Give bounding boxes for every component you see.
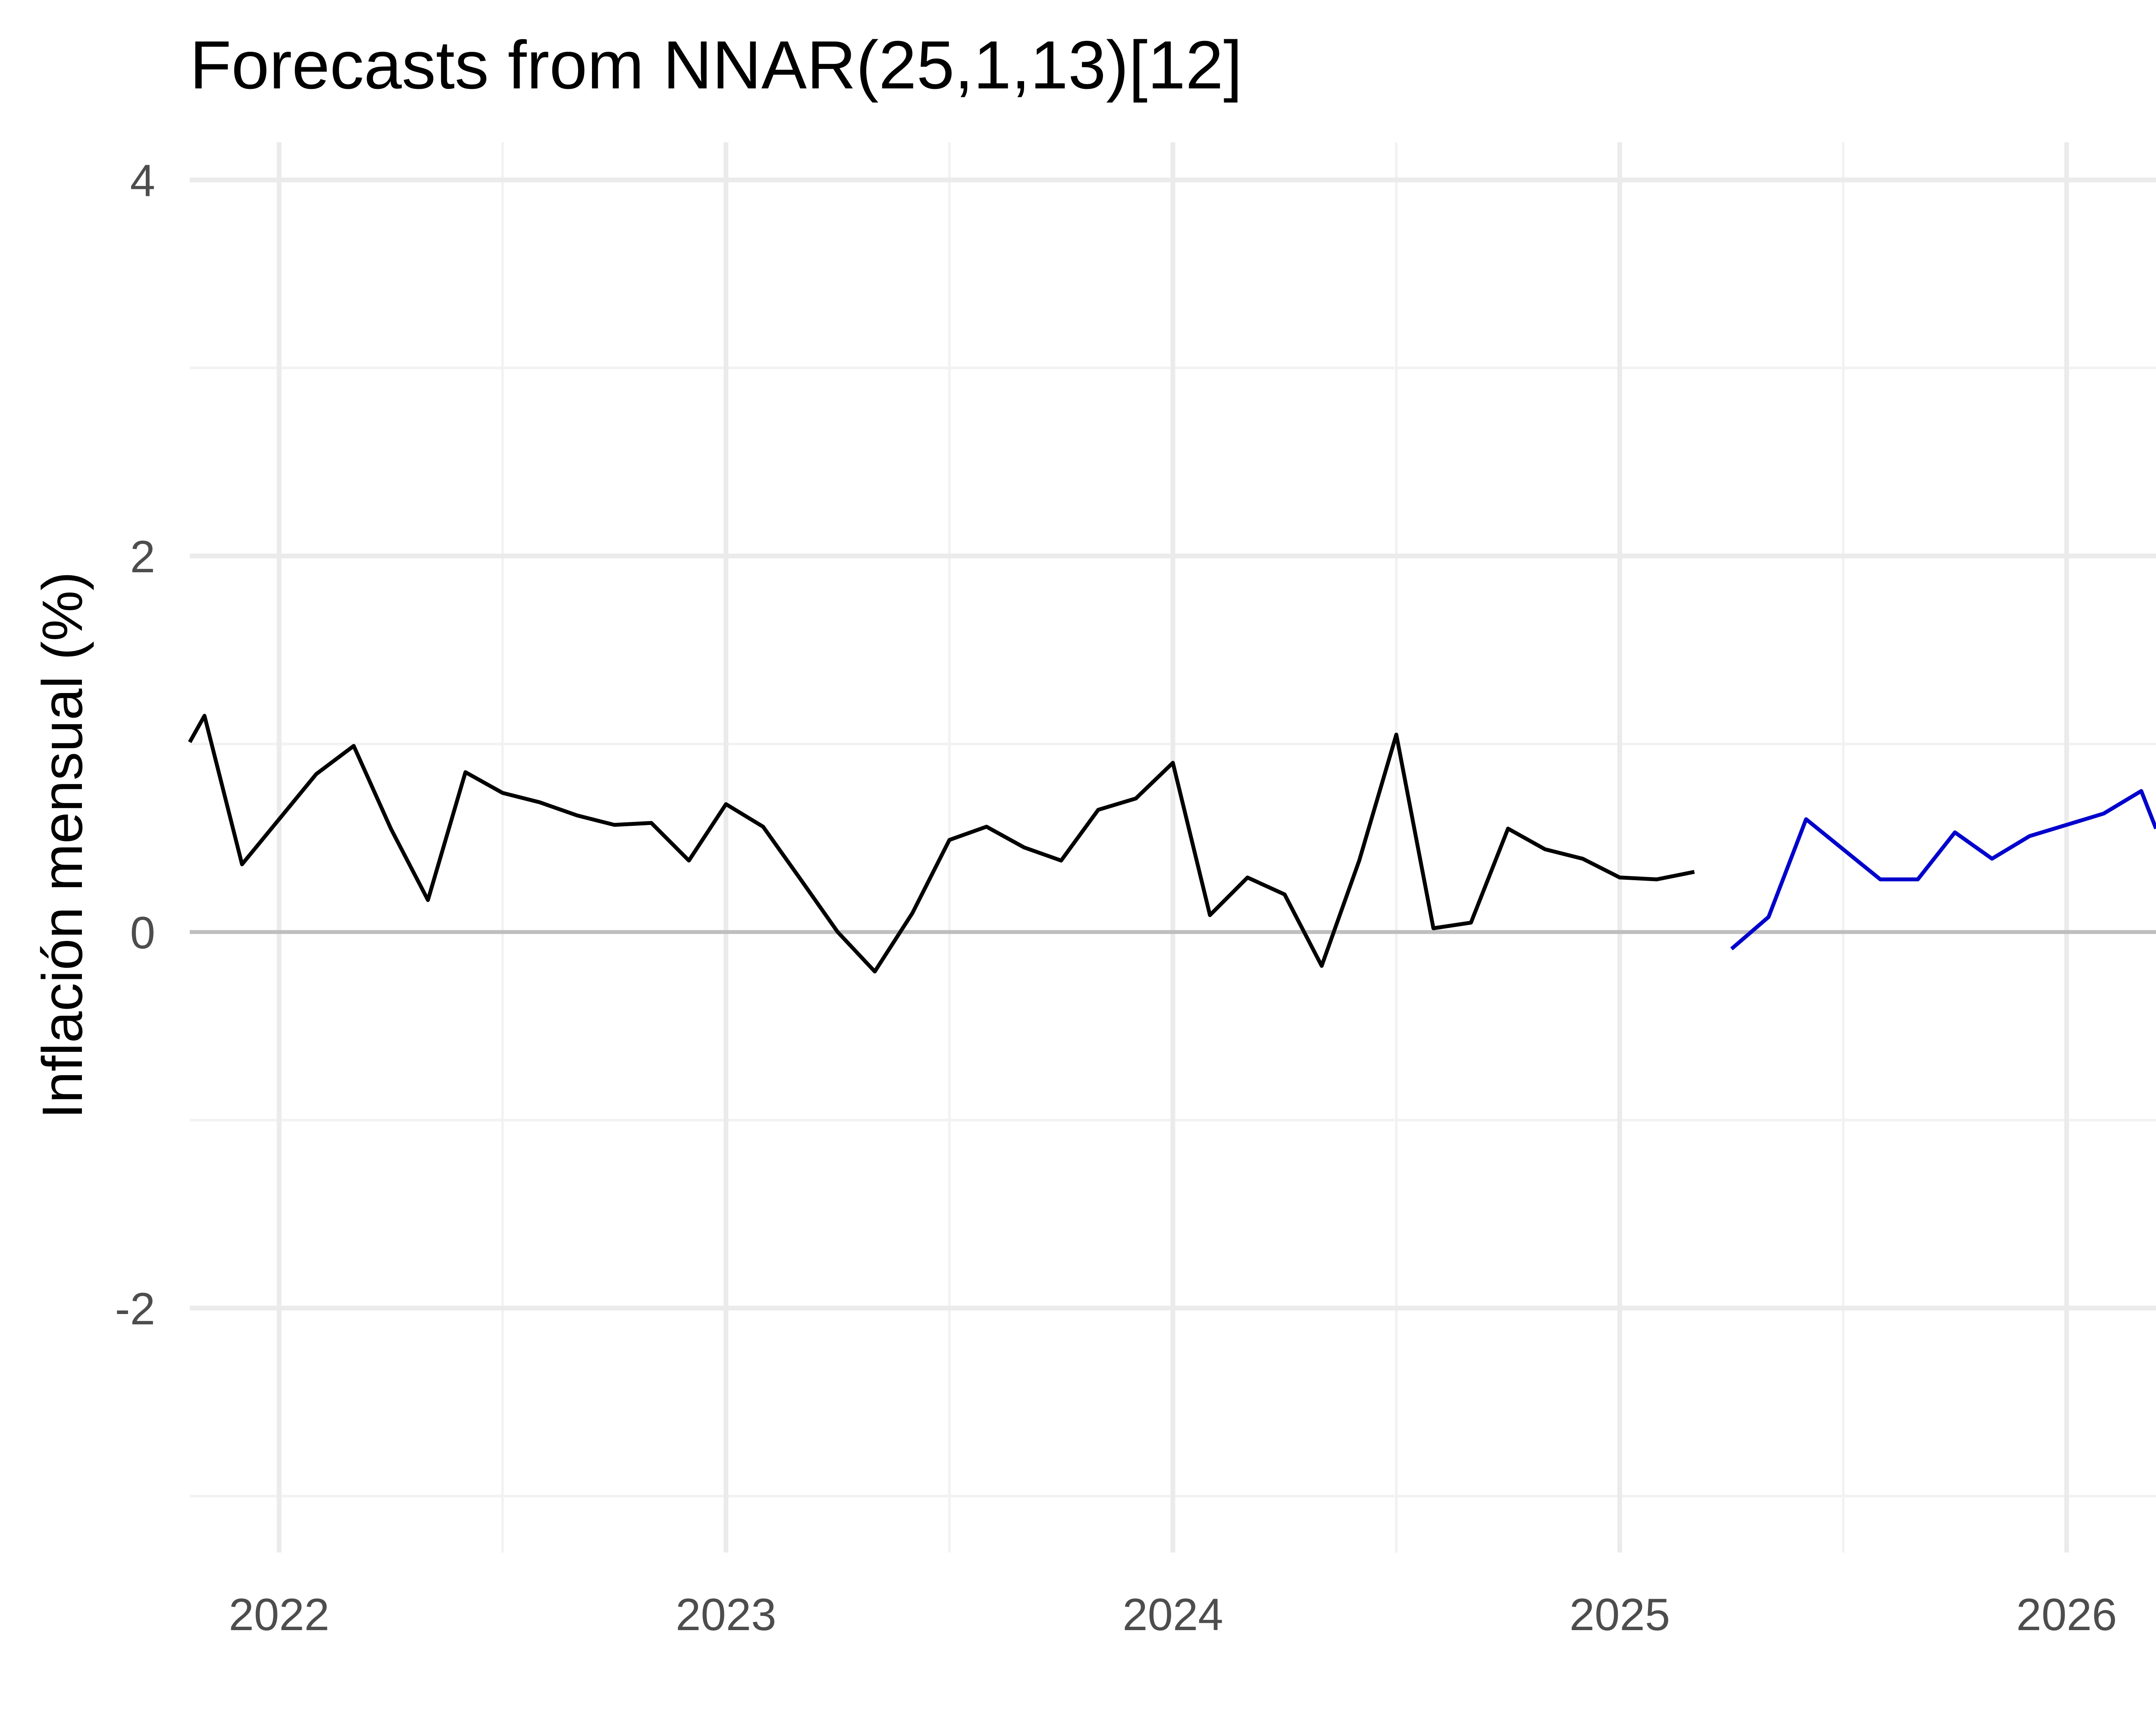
x-tick-label: 2025 xyxy=(1570,1590,1670,1640)
grid-layer xyxy=(190,142,2156,1552)
series-layer xyxy=(188,714,2156,974)
x-tick-label: 2026 xyxy=(2016,1590,2117,1640)
y-tick-label: 0 xyxy=(130,908,155,958)
y-tick-label: 2 xyxy=(130,532,155,582)
y-axis-title: Inflación mensual (%) xyxy=(31,571,94,1119)
x-tick-label: 2022 xyxy=(229,1590,329,1640)
forecast-series-line xyxy=(1730,789,2156,950)
observed-series-line xyxy=(188,714,1695,974)
y-tick-label: -2 xyxy=(115,1284,155,1334)
x-tick-label: 2023 xyxy=(676,1590,777,1640)
x-tick-label: 2024 xyxy=(1122,1590,1223,1640)
axis-layer: 2022 2023 2024 2025 2026 -2 0 2 4 xyxy=(115,156,2117,1640)
chart-title: Forecasts from NNAR(25,1,13)[12] xyxy=(190,27,1242,103)
y-tick-label: 4 xyxy=(130,156,155,206)
